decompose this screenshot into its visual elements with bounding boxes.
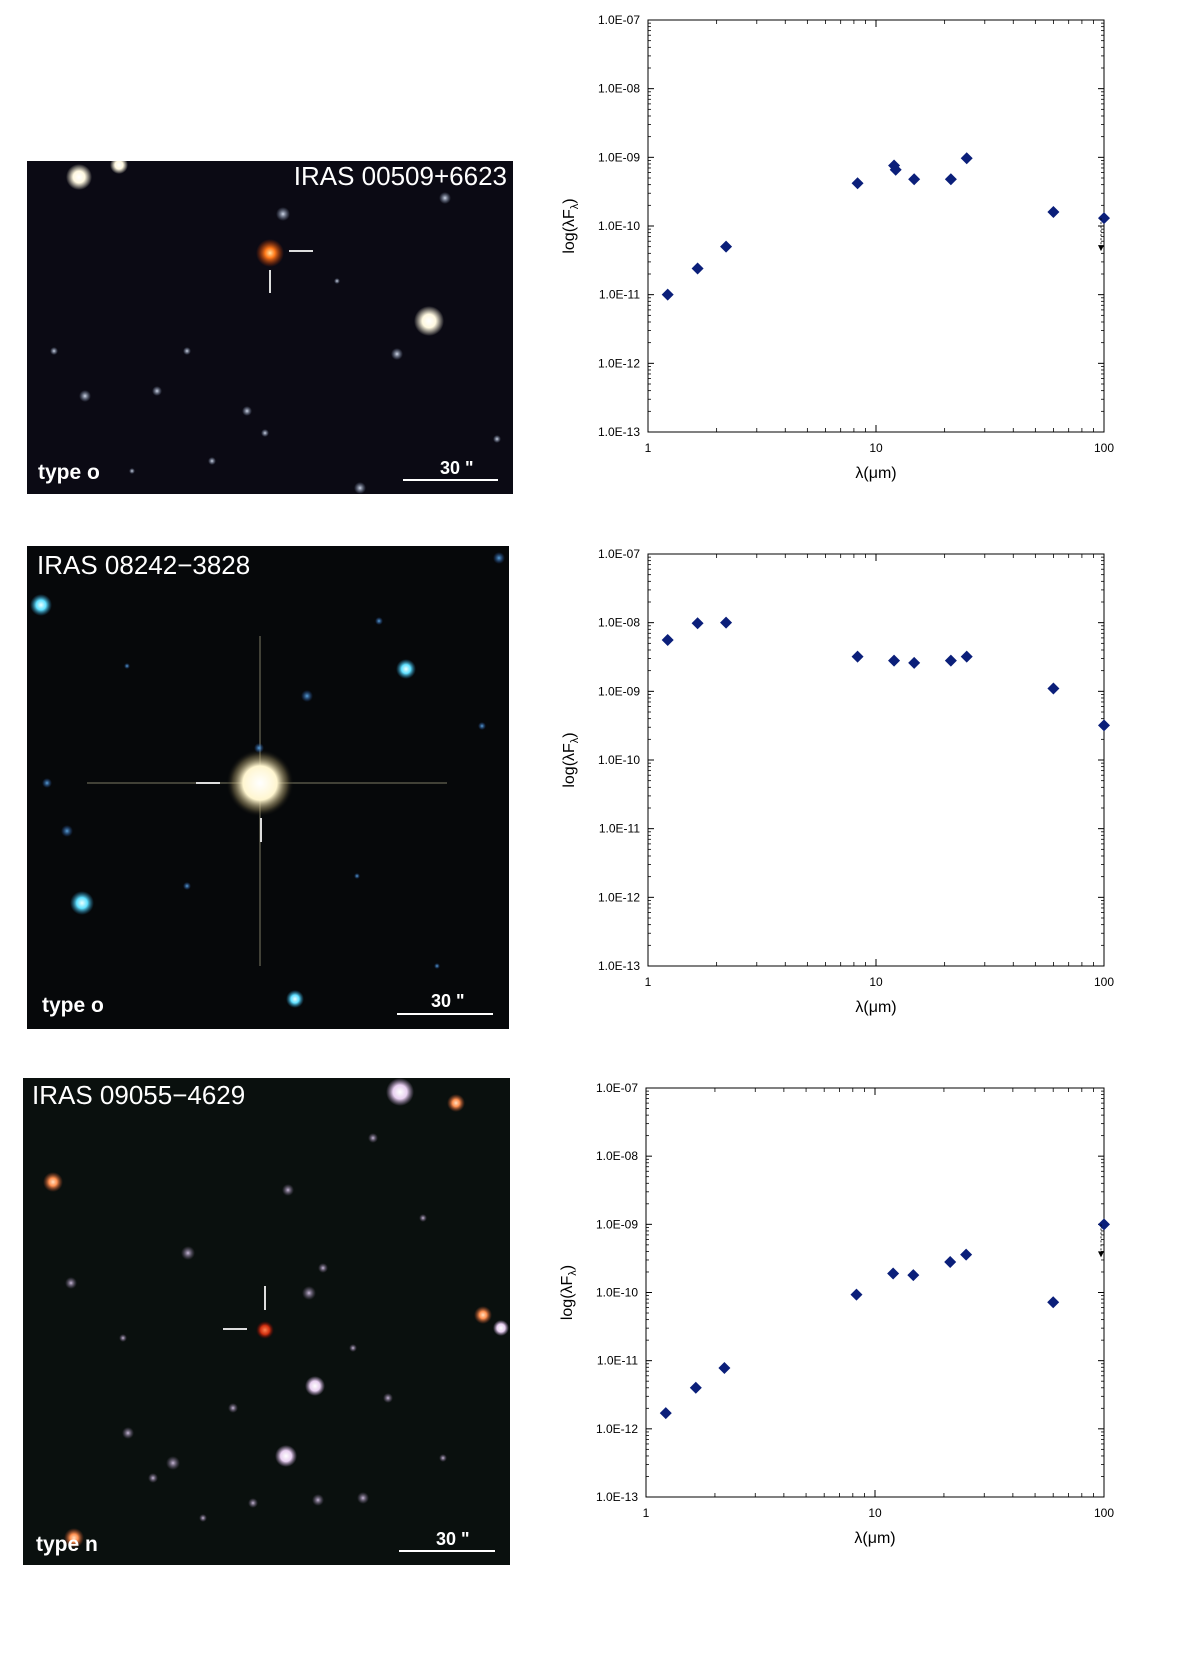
data-point xyxy=(661,288,674,301)
y-axis-label: log(λFλ) xyxy=(559,1265,579,1320)
scale-bar xyxy=(399,1550,495,1552)
data-point xyxy=(907,1269,920,1282)
star-field-1 xyxy=(27,161,513,494)
x-tick-label: 100 xyxy=(1094,1506,1114,1520)
sky-image-3: IRAS 09055−4629 type n 30 " xyxy=(23,1078,510,1565)
star-field-2 xyxy=(27,546,509,1029)
y-tick-label: 1.0E-12 xyxy=(598,890,640,904)
data-point xyxy=(1047,682,1060,695)
y-tick-label: 1.0E-13 xyxy=(598,959,640,973)
data-point xyxy=(960,650,973,663)
y-tick-label: 1.0E-09 xyxy=(598,684,640,698)
scale-bar xyxy=(397,1013,493,1015)
y-tick-label: 1.0E-09 xyxy=(596,1217,638,1231)
y-tick-label: 1.0E-08 xyxy=(598,616,640,630)
data-point xyxy=(1047,1296,1060,1309)
data-point xyxy=(944,173,957,186)
y-tick-label: 1.0E-09 xyxy=(598,150,640,164)
x-axis-label: λ(μm) xyxy=(854,1530,895,1547)
x-tick-label: 10 xyxy=(869,441,883,455)
data-point xyxy=(944,654,957,667)
sky-image-2: IRAS 08242−3828 type o 30 " xyxy=(27,546,509,1029)
sed-chart-1: 1.0E-13 1.0E-12 1.0E-11 1.0E-10 1.0E-09 1.0E-… xyxy=(560,10,1140,492)
data-point xyxy=(691,262,704,275)
plot-frame xyxy=(647,553,1105,967)
x-tick-label: 100 xyxy=(1094,441,1114,455)
data-point xyxy=(659,1407,672,1420)
data-point xyxy=(960,1248,973,1261)
x-tick-label: 100 xyxy=(1094,975,1114,989)
data-point xyxy=(851,177,864,190)
object-label: IRAS 09055−4629 xyxy=(32,1080,246,1110)
y-tick-label: 1.0E-10 xyxy=(598,753,640,767)
data-point xyxy=(720,616,733,629)
data-point xyxy=(1098,1218,1110,1231)
chart-svg: 1.0E-13 1.0E-12 1.0E-11 1.0E-10 1.0E-09 1.0E-… xyxy=(561,547,1114,1016)
data-point xyxy=(1098,719,1110,732)
y-tick-label: 1.0E-07 xyxy=(598,13,640,27)
object-label: IRAS 08242−3828 xyxy=(37,550,251,580)
data-point xyxy=(888,654,901,667)
data-point xyxy=(908,656,921,669)
y-tick-label: 1.0E-12 xyxy=(598,356,640,370)
sed-chart-3: 1.0E-13 1.0E-12 1.0E-11 1.0E-10 1.0E-09 1.0E-… xyxy=(558,1078,1140,1557)
x-tick-label: 1 xyxy=(643,1506,650,1520)
x-tick-label: 1 xyxy=(645,441,652,455)
chart-svg: 1.0E-13 1.0E-12 1.0E-11 1.0E-10 1.0E-09 1.0E-… xyxy=(559,1081,1114,1547)
chart-svg: 1.0E-13 1.0E-12 1.0E-11 1.0E-10 1.0E-09 1.0E-… xyxy=(561,13,1114,482)
scale-label: 30 " xyxy=(436,1529,470,1549)
y-axis-label: log(λFλ) xyxy=(561,732,581,787)
x-tick-label: 1 xyxy=(645,975,652,989)
data-point xyxy=(720,240,733,253)
data-point xyxy=(944,1256,957,1269)
y-tick-label: 1.0E-10 xyxy=(596,1286,638,1300)
x-tick-label: 10 xyxy=(868,1506,882,1520)
upper-limit-arrowhead xyxy=(1098,1251,1104,1258)
data-point xyxy=(1047,205,1060,218)
x-axis-label: λ(μm) xyxy=(855,465,896,482)
y-tick-label: 1.0E-13 xyxy=(596,1490,638,1504)
y-tick-label: 1.0E-12 xyxy=(596,1422,638,1436)
type-label: type o xyxy=(38,461,100,484)
data-point xyxy=(851,650,864,663)
y-tick-label: 1.0E-11 xyxy=(599,288,640,302)
data-point xyxy=(908,173,921,186)
sky-image-1: IRAS 00509+6623 type o 30 " xyxy=(27,161,513,494)
star-field-3 xyxy=(23,1078,510,1565)
data-point xyxy=(887,1267,900,1280)
y-tick-label: 1.0E-07 xyxy=(596,1081,638,1095)
data-point xyxy=(661,633,674,646)
y-tick-label: 1.0E-11 xyxy=(597,1354,638,1368)
scale-label: 30 " xyxy=(431,991,465,1011)
scale-bar xyxy=(403,479,498,481)
y-tick-label: 1.0E-10 xyxy=(598,219,640,233)
plot-frame xyxy=(645,1087,1105,1498)
type-label: type n xyxy=(36,1533,98,1556)
data-point xyxy=(960,152,973,165)
type-label: type o xyxy=(42,994,104,1017)
sed-chart-2: 1.0E-13 1.0E-12 1.0E-11 1.0E-10 1.0E-09 1.0E-… xyxy=(560,544,1140,1026)
y-tick-label: 1.0E-08 xyxy=(596,1149,638,1163)
data-point xyxy=(718,1362,731,1375)
data-point xyxy=(889,163,902,176)
y-tick-label: 1.0E-07 xyxy=(598,547,640,561)
y-tick-label: 1.0E-13 xyxy=(598,425,640,439)
y-tick-label: 1.0E-11 xyxy=(599,822,640,836)
y-axis-label: log(λFλ) xyxy=(561,198,581,253)
x-axis-label: λ(μm) xyxy=(855,999,896,1016)
scale-label: 30 " xyxy=(440,458,474,478)
plot-frame xyxy=(647,19,1105,433)
data-point xyxy=(689,1381,702,1394)
y-tick-label: 1.0E-08 xyxy=(598,82,640,96)
x-tick-label: 10 xyxy=(869,975,883,989)
data-point xyxy=(850,1288,863,1301)
upper-limit-arrowhead xyxy=(1098,245,1104,252)
object-label: IRAS 00509+6623 xyxy=(293,161,507,191)
data-point xyxy=(1098,212,1110,225)
data-point xyxy=(691,617,704,630)
